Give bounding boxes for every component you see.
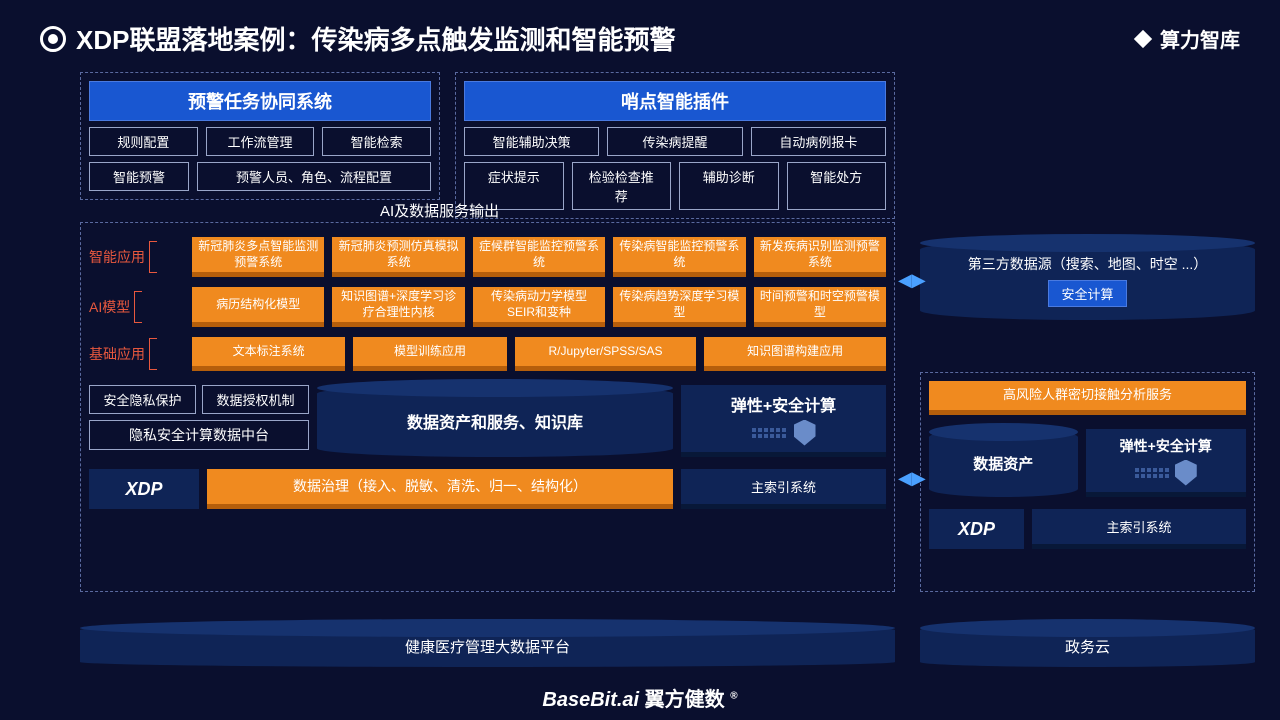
model-time: 时间预警和时空预警模型: [754, 287, 886, 327]
alert-system-header: 预警任务协同系统: [89, 81, 431, 121]
aux-diag: 辅助诊断: [679, 162, 779, 210]
brand-right-text: 算力智库: [1160, 24, 1240, 53]
base-rjupyter: R/Jupyter/SPSS/SAS: [515, 337, 697, 371]
row1-label: 智能应用: [89, 241, 184, 273]
xdp-logo-2: XDP: [929, 509, 1024, 549]
health-platform-cyl: 健康医疗管理大数据平台: [80, 625, 895, 667]
sentinel-header: 哨点智能插件: [464, 81, 886, 121]
brand-right: 算力智库: [1132, 24, 1240, 53]
diamond-icon: [1132, 28, 1154, 50]
app-infectious: 传染病智能监控预警系统: [613, 237, 745, 277]
right-architecture: 高风险人群密切接触分析服务 数据资产 弹性+安全计算 XDP 主索引系统: [920, 372, 1255, 592]
model-seir: 传染病动力学模型SEIR和变种: [473, 287, 605, 327]
sentinel-box: 哨点智能插件 智能辅助决策 传染病提醒 自动病例报卡 症状提示 检验检查推荐 辅…: [455, 72, 895, 219]
arrow-icon-2: ◀▶: [898, 468, 926, 489]
header: XDP联盟落地案例：传染病多点触发监测和智能预警 算力智库: [0, 0, 1280, 67]
data-auth: 数据授权机制: [202, 385, 309, 414]
workflow: 工作流管理: [206, 127, 315, 156]
bullseye-icon: [40, 26, 66, 52]
footer-cn: 翼方健数: [645, 689, 725, 711]
data-governance: 数据治理（接入、脱敏、清洗、归一、结构化）: [207, 469, 673, 509]
shield-icon-2: [1175, 460, 1197, 486]
auto-report: 自动病例报卡: [751, 127, 886, 156]
base-annotate: 文本标注系统: [192, 337, 345, 371]
privacy-protect: 安全隐私保护: [89, 385, 196, 414]
right-data-asset: 数据资产: [929, 429, 1078, 497]
app-emerging: 新发疾病识别监测预警系统: [754, 237, 886, 277]
data-asset-cyl: 数据资产和服务、知识库: [317, 385, 673, 457]
model-emr: 病历结构化模型: [192, 287, 324, 327]
decision-aid: 智能辅助决策: [464, 127, 599, 156]
base-kgbuild: 知识图谱构建应用: [704, 337, 886, 371]
smart-rx: 智能处方: [787, 162, 887, 210]
alert-system-box: 预警任务协同系统 规则配置 工作流管理 智能检索 智能预警 预警人员、角色、流程…: [80, 72, 440, 200]
right-index: 主索引系统: [1032, 509, 1246, 549]
thirdparty-cyl: 第三方数据源（搜索、地图、时空 ...） 安全计算: [920, 240, 1255, 320]
footer: BaseBit.ai 翼方健数 ®: [0, 683, 1280, 712]
exam-reco: 检验检查推荐: [572, 162, 672, 210]
privacy-platform: 隐私安全计算数据中台: [89, 420, 309, 450]
app-covid-monitor: 新冠肺炎多点智能监测预警系统: [192, 237, 324, 277]
app-syndrome: 症候群智能监控预警系统: [473, 237, 605, 277]
high-risk-service: 高风险人群密切接触分析服务: [929, 381, 1246, 415]
main-index: 主索引系统: [681, 469, 886, 509]
page-title: XDP联盟落地案例：传染病多点触发监测和智能预警: [76, 20, 675, 57]
rule-config: 规则配置: [89, 127, 198, 156]
title-wrap: XDP联盟落地案例：传染病多点触发监测和智能预警: [40, 20, 675, 57]
row2-label: AI模型: [89, 291, 184, 323]
row3-label: 基础应用: [89, 338, 184, 370]
safe-compute-btn: 安全计算: [1048, 280, 1126, 307]
elastic-compute: 弹性+安全计算: [681, 385, 886, 457]
model-kg: 知识图谱+深度学习诊疗合理性内核: [332, 287, 464, 327]
main-architecture: 智能应用 新冠肺炎多点智能监测预警系统 新冠肺炎预测仿真模拟系统 症候群智能监控…: [80, 222, 895, 592]
gov-cloud-cyl: 政务云: [920, 625, 1255, 667]
footer-brand: BaseBit.ai: [542, 689, 639, 711]
model-trend: 传染病趋势深度学习模型: [613, 287, 745, 327]
xdp-logo: XDP: [89, 469, 199, 509]
smart-search: 智能检索: [322, 127, 431, 156]
smart-alert: 智能预警: [89, 162, 189, 191]
right-elastic: 弹性+安全计算: [1086, 429, 1247, 497]
base-train: 模型训练应用: [353, 337, 506, 371]
ai-output-label: AI及数据服务输出: [380, 200, 499, 221]
disease-remind: 传染病提醒: [607, 127, 742, 156]
arrow-icon: ◀▶: [898, 270, 926, 291]
alert-personnel: 预警人员、角色、流程配置: [197, 162, 431, 191]
app-covid-sim: 新冠肺炎预测仿真模拟系统: [332, 237, 464, 277]
shield-icon: [794, 420, 816, 446]
